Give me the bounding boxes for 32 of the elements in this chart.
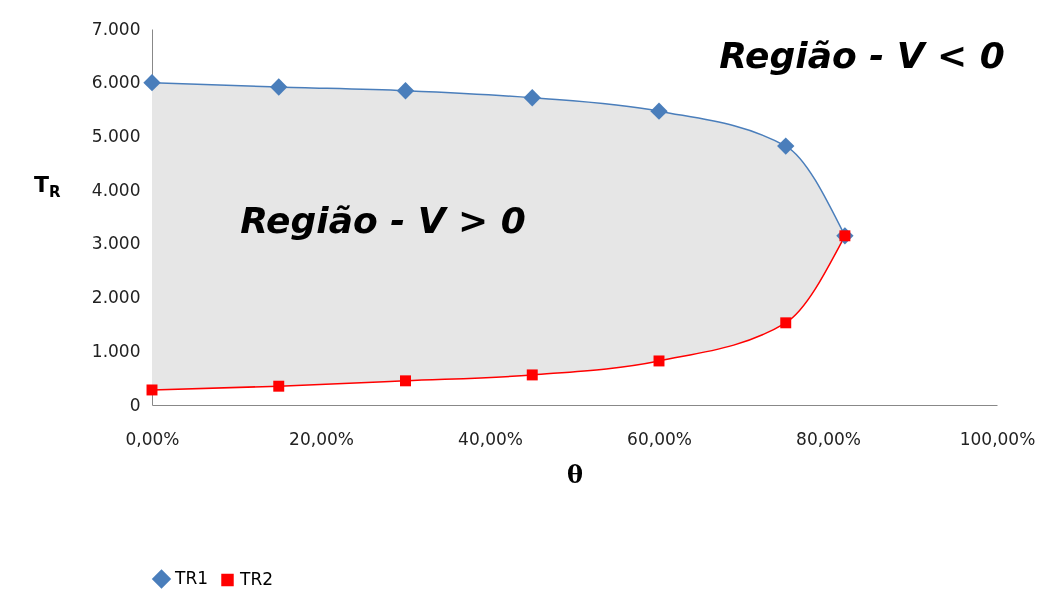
- y-tick-label: 1.000: [91, 340, 141, 361]
- annotation: Região - V > 0: [240, 200, 526, 241]
- y-tick-label: 4.000: [91, 179, 141, 200]
- y-tick-label: 3.000: [91, 233, 141, 254]
- y-axis-title: T$_{R}$: [34, 172, 61, 202]
- point: [273, 380, 285, 392]
- annotation: Região - V < 0: [719, 35, 1005, 76]
- point: [400, 375, 411, 387]
- x-tick-label: 100,00%: [959, 428, 1036, 449]
- point: [523, 89, 541, 107]
- x-axis-title: θ: [566, 459, 584, 489]
- point: [526, 369, 538, 381]
- legend-label: TR1: [174, 567, 209, 588]
- legend-label: TR2: [239, 569, 274, 590]
- y-tick-label: 5.000: [91, 125, 141, 146]
- x-tick-label: 60,00%: [627, 428, 692, 449]
- point: [146, 384, 158, 396]
- x-tick-label: 80,00%: [796, 428, 861, 449]
- y-tick-label: 7.000: [91, 18, 141, 39]
- point: [650, 102, 668, 120]
- y-tick-label: 6.000: [91, 72, 141, 93]
- x-tick-label: 20,00%: [289, 428, 354, 449]
- y-tick-label: 2.000: [91, 287, 141, 308]
- point: [653, 355, 665, 367]
- y-tick-label: 0: [129, 394, 141, 415]
- point: [143, 74, 161, 92]
- x-tick-label: 40,00%: [458, 428, 523, 449]
- point: [270, 78, 288, 96]
- x-tick-label: 0,00%: [125, 428, 180, 449]
- point: [777, 137, 795, 155]
- point: [396, 82, 415, 100]
- point: [780, 317, 792, 329]
